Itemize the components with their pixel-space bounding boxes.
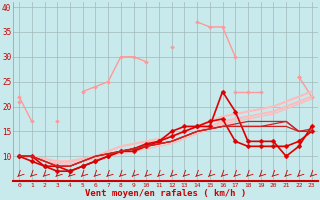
X-axis label: Vent moyen/en rafales ( km/h ): Vent moyen/en rafales ( km/h ) xyxy=(85,189,246,198)
